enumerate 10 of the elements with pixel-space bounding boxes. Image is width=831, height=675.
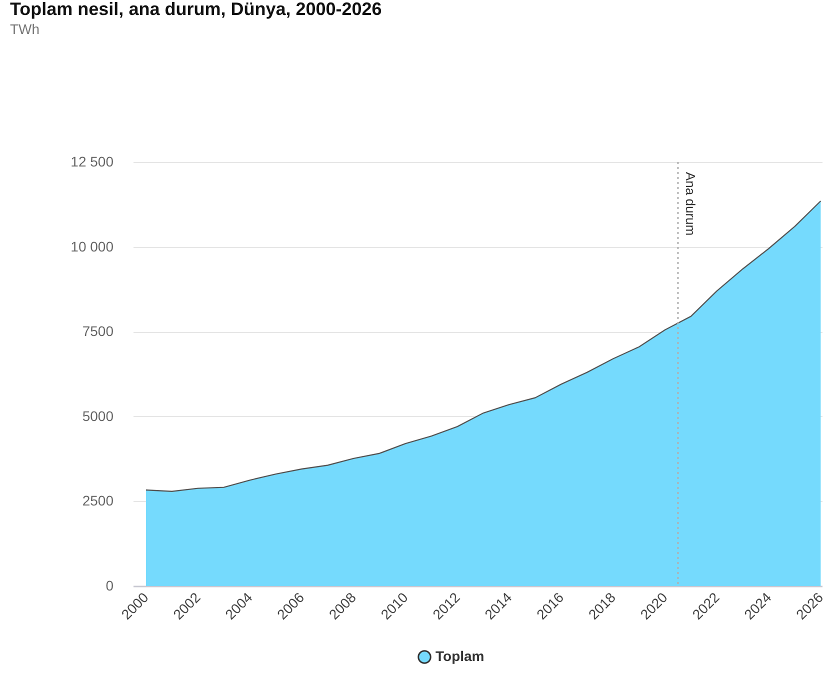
y-tick-label: 5000 bbox=[82, 408, 114, 424]
y-tick-label: 0 bbox=[106, 578, 114, 594]
ref-line-label: Ana durum bbox=[682, 172, 698, 236]
y-tick-label: 7500 bbox=[82, 323, 114, 340]
y-tick-label: 10 000 bbox=[70, 238, 114, 254]
chart-subtitle: TWh bbox=[10, 21, 40, 37]
legend-label: Toplam bbox=[436, 648, 484, 664]
y-tick-label: 12 500 bbox=[70, 154, 114, 170]
chart-title: Toplam nesil, ana durum, Dünya, 2000-2026 bbox=[10, 0, 382, 19]
y-tick-label: 2500 bbox=[82, 492, 114, 509]
